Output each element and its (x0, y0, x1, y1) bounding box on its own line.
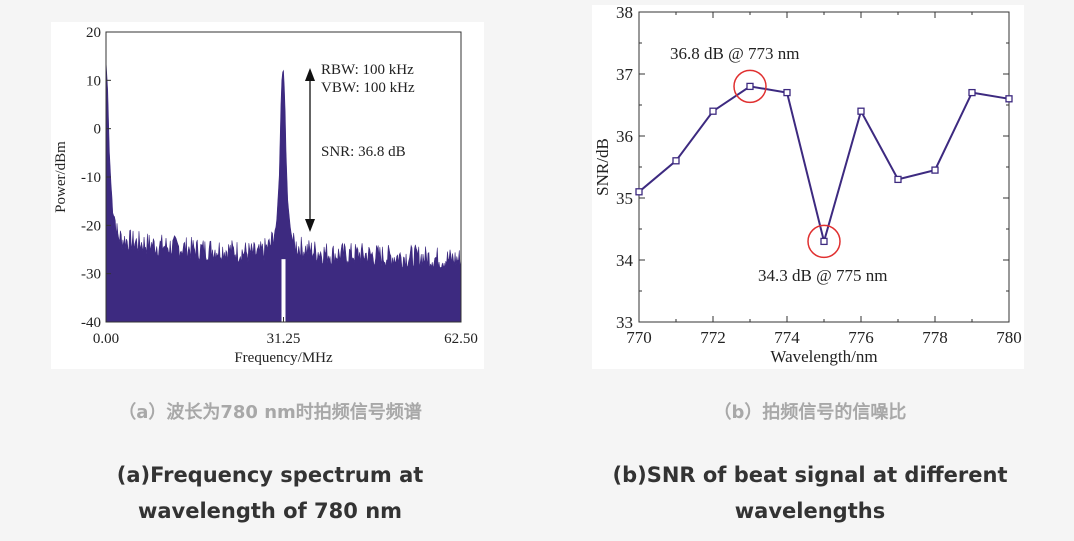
snr-x-tick-label: 772 (700, 328, 726, 347)
snr-y-tick-label: 37 (616, 65, 634, 84)
caption-b-english: (b)SNR of beat signal at different wavel… (560, 457, 1060, 529)
snr-data-point (746, 82, 754, 91)
snr-x-tick-label: 778 (922, 328, 948, 347)
caption-a-english-line1: (a)Frequency spectrum at (116, 463, 424, 487)
spectrum-area (105, 60, 462, 323)
caption-b-english-line1: (b)SNR of beat signal at different (612, 463, 1008, 487)
snr-data-point (1005, 95, 1013, 103)
spectrum-x-tick-label: 31.25 (267, 331, 301, 347)
snr-x-tick-label: 776 (848, 328, 874, 347)
snr-arrow-head-up (305, 68, 315, 81)
snr-y-tick-label: 35 (616, 189, 633, 208)
spectrum-y-tick-label: -10 (81, 170, 101, 186)
spectrum-y-tick-label: -20 (81, 218, 101, 234)
snr-y-tick-label: 33 (616, 313, 633, 332)
min-highlight-circle (807, 224, 841, 259)
spectrum-y-tick-label: 0 (94, 122, 102, 138)
chart-panel-spectrum: 20 10 0 -10 -20 -30 -40 0.00 31.25 62.50 Frequency… (51, 22, 484, 369)
snr-data-point (820, 237, 828, 246)
snr-data-point (672, 157, 680, 165)
snr-x-axis-label: Wavelength/nm (770, 347, 877, 366)
snr-y-axis-label: SNR/dB (593, 138, 612, 196)
caption-a-english-line2: wavelength of 780 nm (137, 499, 403, 523)
snr-x-tick-label: 770 (626, 328, 652, 347)
snr-data-point (709, 107, 717, 115)
spectrum-x-axis-label: Frequency/MHz (234, 350, 333, 366)
max-highlight-circle (733, 69, 767, 104)
vbw-annotation: VBW: 100 kHz (321, 80, 415, 96)
snr-data-point (635, 188, 643, 196)
snr-x-tick-label: 774 (774, 328, 800, 347)
caption-b-english-line2: wavelengths (734, 499, 886, 523)
snr-y-tick-label: 34 (616, 251, 634, 270)
spectrum-y-tick-label: -40 (81, 315, 101, 331)
snr-y-tick-label: 36 (616, 127, 633, 146)
caption-a-english: (a)Frequency spectrum at wavelength of 7… (20, 457, 520, 529)
rbw-annotation: RBW: 100 kHz (321, 62, 414, 78)
chart-panel-snr: 38 37 36 35 34 33 770 772 774 776 778 780 Wavelength… (592, 3, 1024, 369)
snr-y-tick-label: 38 (616, 3, 633, 22)
spectrum-x-tick-label: 0.00 (93, 331, 119, 347)
min-snr-annotation: 34.3 dB @ 775 nm (758, 266, 887, 285)
snr-data-point (968, 88, 976, 97)
spectrum-y-tick-label: 20 (86, 25, 101, 41)
snr-data-point (857, 107, 865, 115)
spectrum-x-tick-label: 62.50 (444, 331, 478, 347)
spectrum-chart: 20 10 0 -10 -20 -30 -400.00 31.25 62.50 Frequency… (53, 25, 478, 366)
snr-arrow-head-down (305, 219, 315, 232)
caption-b-chinese: （b）拍频信号的信噪比 (713, 402, 907, 423)
snr-data-point (783, 88, 791, 97)
spectrum-y-axis-label: Power/dBm (53, 141, 69, 213)
spectrum-carrier-gap (281, 259, 286, 322)
caption-a-chinese: （a）波长为780 nm时拍频信号频谱 (118, 402, 422, 423)
spectrum-y-tick-label: -30 (81, 267, 101, 283)
spectrum-y-tick-label: 10 (86, 73, 101, 89)
snr-data-point (931, 166, 939, 174)
snr-data-point (894, 175, 902, 184)
snr-annotation: SNR: 36.8 dB (321, 144, 406, 160)
snr-x-tick-label: 780 (996, 328, 1022, 347)
max-snr-annotation: 36.8 dB @ 773 nm (670, 44, 799, 63)
snr-series-line (638, 85, 1010, 246)
